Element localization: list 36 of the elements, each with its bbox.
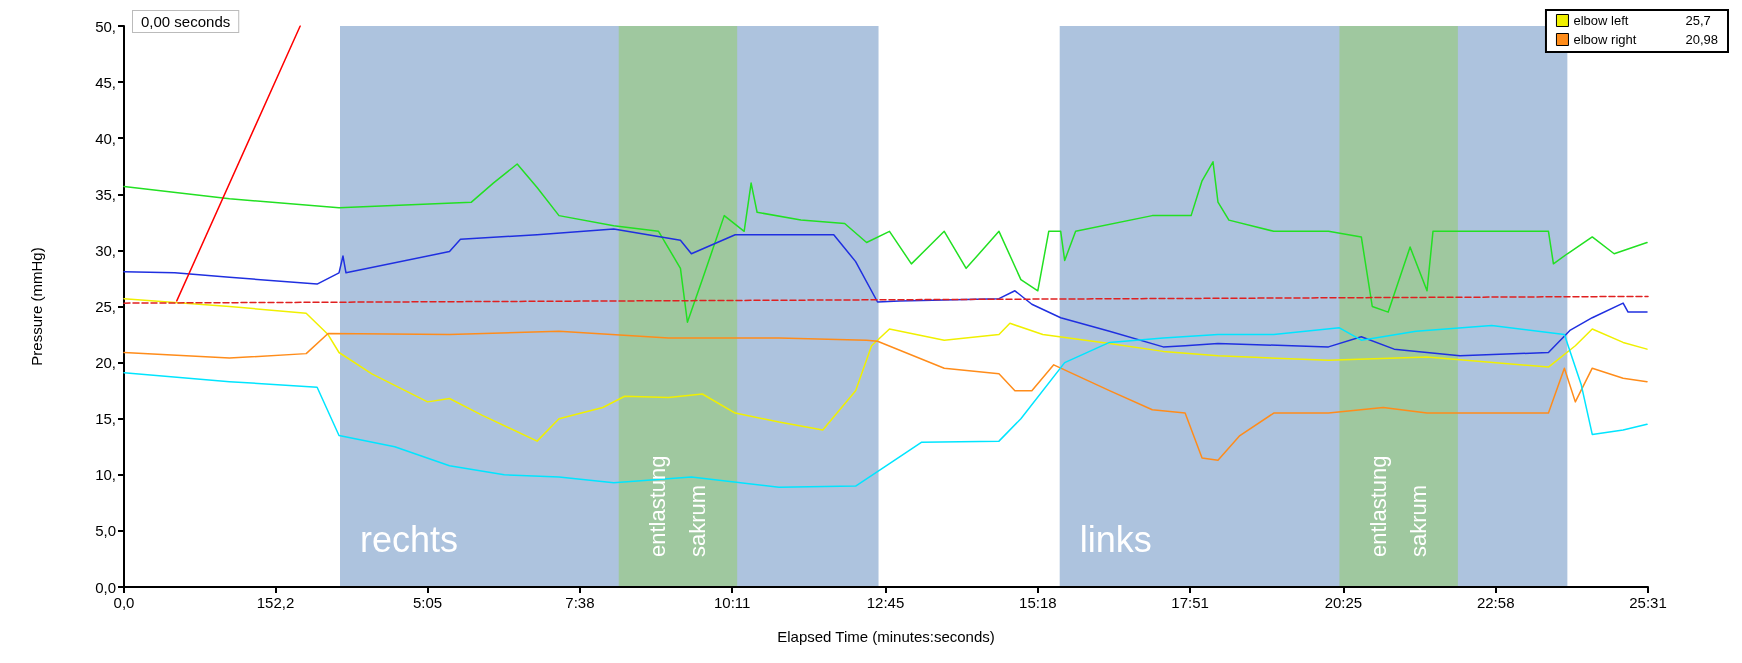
line-series: [123, 161, 1648, 323]
band-label: entlastung sakrum: [645, 455, 711, 557]
line-series: [123, 297, 1648, 442]
x-tick-label: 12:45: [866, 594, 905, 611]
x-tick-label: 20:25: [1324, 594, 1363, 611]
x-axis-title: Elapsed Time (minutes:seconds): [777, 628, 995, 645]
y-tick-label: 30,: [95, 241, 116, 259]
x-tick-label: 7:38: [565, 594, 595, 611]
y-tick-label: 25,: [95, 298, 116, 315]
band-label: rechts: [360, 518, 459, 560]
x-tick-label: 22:58: [1476, 594, 1515, 611]
x-tick-label: 15:18: [1019, 594, 1057, 611]
band-label: links: [1079, 518, 1152, 560]
y-tick-label: 50,: [95, 17, 116, 35]
line-series: [123, 228, 1648, 357]
x-tick-label: 10:11: [713, 594, 751, 611]
y-tick-label: 45,: [95, 73, 116, 91]
x-tick-label: 152,2: [256, 594, 295, 611]
x-tick-label: 17:51: [1171, 594, 1209, 611]
y-tick-label: 40,: [95, 129, 116, 147]
y-tick-label: 0,0: [95, 578, 116, 596]
annotation: 0,00 seconds: [141, 13, 231, 30]
x-tick-label: 25:31: [1629, 594, 1667, 611]
y-tick-label: 15,: [95, 410, 116, 428]
y-tick-label: 10,: [95, 466, 116, 484]
y-tick-label: 20,: [95, 354, 116, 372]
x-tick-label: 0,0: [113, 594, 135, 611]
y-tick-label: 35,: [95, 185, 116, 203]
legend-label: elbow right: [1573, 32, 1637, 47]
y-axis-title: Pressure (mmHg): [28, 247, 45, 366]
text: 25,7: [1685, 13, 1711, 28]
band-label: entlastung sakrum: [1366, 455, 1432, 557]
y-tick-label: 5,0: [95, 522, 116, 540]
text: 20,98: [1685, 32, 1719, 47]
legend-label: elbow left: [1573, 13, 1629, 28]
x-tick-label: 5:05: [413, 594, 443, 611]
